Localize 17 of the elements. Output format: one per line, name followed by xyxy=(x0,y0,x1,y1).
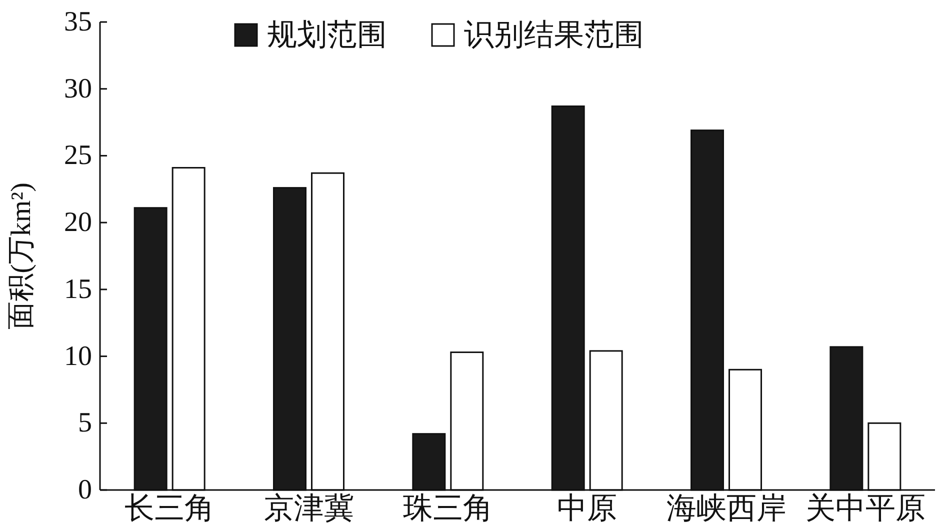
y-tick-label: 35 xyxy=(64,6,92,38)
x-tick-label: 京津冀 xyxy=(264,492,354,525)
y-tick-label: 30 xyxy=(64,73,92,104)
x-tick-label: 长三角 xyxy=(124,492,215,525)
x-tick-label: 中原 xyxy=(557,492,618,525)
legend-label: 规划范围 xyxy=(267,18,387,52)
x-tick-label: 关中平原 xyxy=(805,492,926,525)
y-tick-label: 5 xyxy=(78,408,92,439)
y-axis-title: 面积(万km²) xyxy=(6,182,37,330)
x-tick-label: 珠三角 xyxy=(402,492,493,525)
y-tick-label: 15 xyxy=(64,274,92,305)
y-tick-label: 25 xyxy=(64,140,92,172)
legend-label: 识别结果范围 xyxy=(464,18,644,52)
y-tick-label: 10 xyxy=(64,340,92,372)
y-tick-label: 20 xyxy=(64,207,92,238)
y-tick-label: 0 xyxy=(78,474,92,506)
x-tick-label: 海峡西岸 xyxy=(666,492,786,525)
